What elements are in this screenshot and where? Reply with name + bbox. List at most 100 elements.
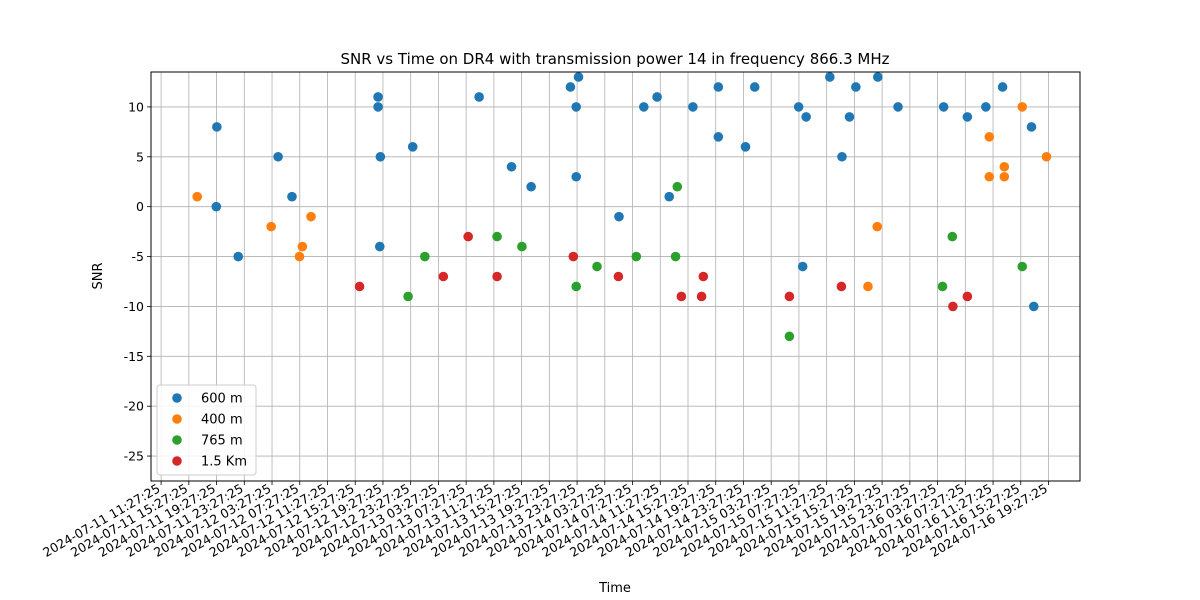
point-400-m [297,241,308,252]
point-400-m [984,171,995,182]
y-axis-label: SNR [91,262,106,289]
point-400-m [999,161,1010,172]
point-400-m [999,171,1010,182]
y-tick-label: -15 [124,349,144,364]
point-1-5-km [463,231,473,242]
point-600-m [573,72,584,82]
point-600-m [938,102,949,112]
plot-area-frame [150,71,1081,482]
y-tick-label: -25 [124,449,144,464]
point-600-m [526,181,536,192]
y-tick-label: -10 [124,299,144,314]
point-600-m [614,211,624,222]
y-tick-label: -5 [132,249,144,264]
legend-marker [172,414,182,424]
point-600-m [713,82,724,92]
grid-lines [151,72,1080,481]
legend-label: 765 m [201,434,243,449]
point-600-m [374,241,385,252]
point-400-m [984,132,995,142]
point-600-m [233,251,244,262]
point-1-5-km [696,291,707,302]
y-tick-label: 5 [136,149,144,164]
point-765-m [672,181,683,192]
point-1-5-km [698,271,709,282]
point-400-m [306,211,316,222]
point-765-m [571,281,582,292]
point-1-5-km [568,251,579,262]
point-600-m [375,151,386,162]
point-600-m [981,102,991,112]
legend-marker [172,435,182,445]
point-600-m [962,112,973,122]
point-600-m [571,102,582,112]
point-600-m [893,102,903,112]
point-600-m [407,142,418,152]
point-600-m [825,72,835,82]
data-points [192,72,1052,342]
point-600-m [373,102,383,112]
legend-box [156,384,257,476]
point-400-m [872,221,883,232]
point-1-5-km [948,301,958,312]
point-600-m [211,201,222,212]
point-765-m [670,251,681,262]
point-600-m [997,82,1008,92]
point-765-m [592,261,602,272]
point-400-m [863,281,873,292]
point-765-m [420,251,430,262]
point-600-m [1026,122,1037,132]
point-1-5-km [676,291,687,302]
point-765-m [784,331,795,342]
point-1-5-km [354,281,365,292]
point-1-5-km [613,271,624,282]
point-600-m [474,92,484,102]
point-600-m [652,92,662,102]
point-600-m [571,171,582,182]
point-600-m [373,92,383,102]
point-600-m [212,122,222,132]
point-1-5-km [784,291,795,302]
y-tick-label: 0 [136,199,144,214]
point-400-m [192,191,203,202]
point-400-m [1041,151,1052,162]
legend-marker [172,456,182,466]
point-1-5-km [492,271,502,282]
point-600-m [793,102,804,112]
point-765-m [1017,261,1028,272]
point-600-m [688,102,698,112]
point-765-m [517,241,527,252]
legend-marker [172,393,182,403]
point-400-m [294,251,305,262]
point-600-m [1028,301,1039,312]
point-600-m [273,151,283,162]
point-600-m [837,151,847,162]
point-765-m [937,281,948,292]
point-600-m [797,261,808,272]
point-765-m [947,231,958,242]
point-600-m [740,142,751,152]
point-400-m [1017,102,1028,112]
legend-label: 1.5 Km [201,455,247,470]
y-tick-label: 10 [128,99,144,114]
point-765-m [492,231,502,242]
point-600-m [664,191,675,202]
point-600-m [565,82,576,92]
point-765-m [403,291,413,302]
legend-label: 600 m [201,392,243,407]
chart-title: SNR vs Time on DR4 with transmission pow… [340,50,889,68]
point-1-5-km [962,291,973,302]
point-1-5-km [438,271,449,282]
point-600-m [639,102,649,112]
point-600-m [801,112,811,122]
legend-label: 400 m [201,413,243,428]
point-600-m [749,82,760,92]
point-765-m [631,251,642,262]
point-600-m [851,82,861,92]
y-tick-label: -20 [124,399,144,414]
point-600-m [713,132,724,142]
x-axis-label: Time [598,581,631,596]
point-600-m [844,112,855,122]
